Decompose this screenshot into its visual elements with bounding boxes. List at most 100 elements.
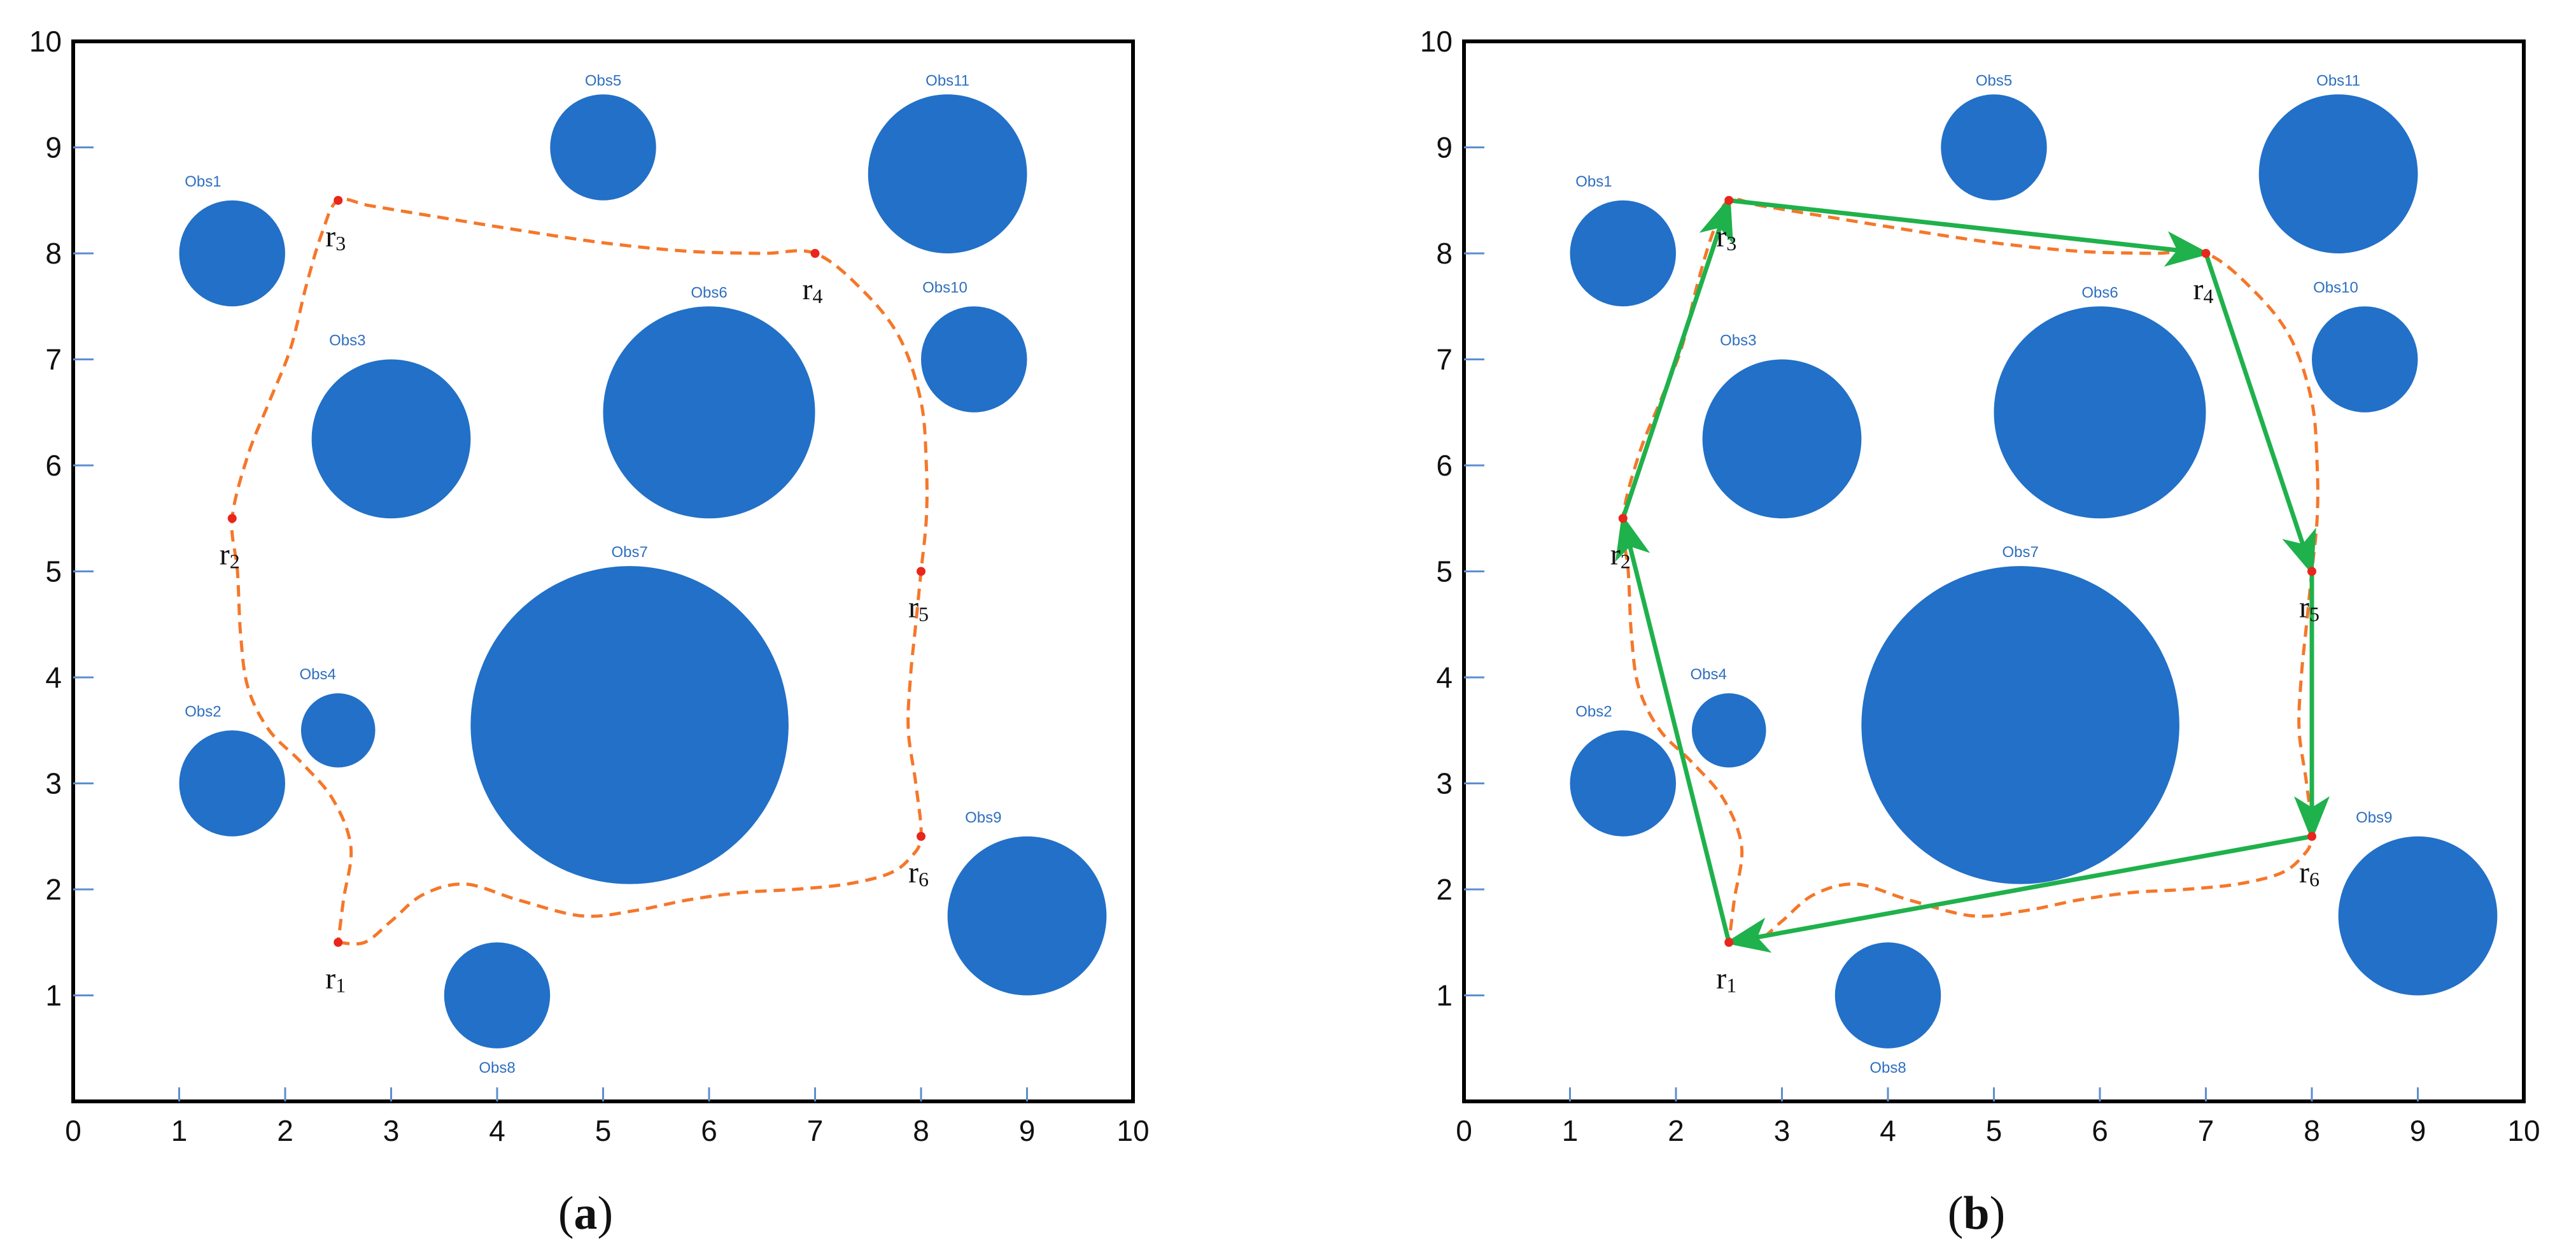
panel-a-waypoint-r6	[917, 831, 926, 841]
panel-b-y-tick-label: 1	[1436, 979, 1453, 1012]
panel-a-obstacle-obs2	[179, 730, 285, 837]
panel-b-obstacle-label: Obs9	[2356, 809, 2392, 826]
panel-b-smooth-path-line	[1621, 197, 2319, 946]
panel-a-y-tick-label: 1	[45, 979, 62, 1012]
panel-b-waypoint-r4	[2201, 249, 2211, 258]
panel-a-x-tick-label: 2	[277, 1114, 293, 1147]
panel-a-x-tick-label: 4	[489, 1114, 505, 1147]
panel-a-y-tick-label: 2	[45, 873, 62, 906]
panel-a-waypoint-r4	[810, 249, 820, 258]
panel-b-x-tick-label: 2	[1668, 1114, 1684, 1147]
panel-b-obstacle-label: Obs11	[2316, 72, 2360, 89]
panel-b-obstacle-label: Obs2	[1575, 703, 1612, 720]
panel-b-obstacle-obs4	[1691, 693, 1766, 768]
panel-b-obstacle-obs2	[1570, 730, 1676, 837]
panel-a: 0 1 2 3 4 5 6 7 8 9 10 1 2 3 4 5 6 7 8 9 10 Obs1 Obs2 Obs3 Obs4 O…	[29, 25, 1150, 1147]
panel-a-x-tick-label: 0	[65, 1114, 81, 1147]
panel-b-obstacle-label: Obs7	[2002, 544, 2038, 561]
panel-b-y-tick-label: 5	[1436, 555, 1453, 588]
panel-a-waypoint-r2	[227, 514, 237, 523]
panel-b-x-tick-label: 8	[2304, 1114, 2320, 1147]
panel-b-obstacle-label: Obs4	[1691, 666, 1727, 683]
panel-b-y-tick-label: 2	[1436, 873, 1453, 906]
panel-b-x-tick-label: 1	[1562, 1114, 1579, 1147]
panel-b-waypoint-r3	[1724, 195, 1734, 205]
panel-a-obstacle-label: Obs10	[922, 279, 968, 296]
panel-a-y-tick-label: 10	[29, 25, 62, 58]
panel-b-obstacle-obs6	[1994, 306, 2206, 519]
panel-a-x-tick-label: 5	[595, 1114, 612, 1147]
panel-a-y-tick-label: 8	[45, 237, 62, 270]
panel-b-x-tick-label: 3	[1774, 1114, 1791, 1147]
panel-a-smooth-path-line	[230, 197, 929, 946]
panel-b-y-tick-label: 4	[1436, 661, 1453, 694]
panel-a-obstacle-obs9	[947, 836, 1107, 996]
panel-a-waypoint-label: r3	[325, 220, 346, 255]
panel-b-obstacle-obs10	[2312, 306, 2418, 413]
panel-a-obstacle-obs8	[444, 942, 551, 1049]
panel-a-x-tick-label: 7	[807, 1114, 824, 1147]
panel-a-x-tick-label: 10	[1116, 1114, 1149, 1147]
panel-b-obstacle-obs8	[1834, 942, 1941, 1049]
panel-b: 0 1 2 3 4 5 6 7 8 9 10 1 2 3 4 5 6 7 8 9 10 Obs1 Obs2 Obs3 Obs4 O…	[1420, 25, 2540, 1147]
panel-b-route-arrow-r2-r3	[1621, 196, 1733, 519]
panel-a-obstacle-obs7	[470, 566, 789, 884]
panel-a-waypoint-r5	[917, 567, 926, 576]
panel-b-caption: (b)	[1948, 1187, 2005, 1240]
panel-a-obstacle-label: Obs2	[185, 703, 221, 720]
panel-a-obstacle-obs6	[603, 306, 815, 519]
panel-a-obstacle-obs4	[300, 693, 376, 768]
panel-b-x-tick-label: 10	[2507, 1114, 2540, 1147]
panel-b-waypoint-label: r5	[2299, 591, 2319, 626]
panel-a-obstacle-label: Obs6	[691, 284, 727, 301]
panel-b-x-tick-label: 5	[1986, 1114, 2002, 1147]
panel-a-x-tick-label: 8	[913, 1114, 929, 1147]
panel-b-waypoint-label: r1	[1716, 961, 1736, 996]
panel-b-waypoint-label: r6	[2299, 856, 2319, 891]
panel-b-x-tick-label: 9	[2410, 1114, 2426, 1147]
panel-b-y-tick-label: 9	[1436, 131, 1453, 164]
panel-b-route-arrow-r6-r1	[1724, 834, 2312, 953]
panel-a-caption: (a)	[558, 1187, 613, 1240]
panel-b-obstacle-label: Obs10	[2313, 279, 2358, 296]
panel-b-obstacle-obs1	[1570, 200, 1676, 307]
panel-a-waypoint-label: r4	[803, 272, 823, 307]
panel-a-obstacle-obs11	[868, 94, 1027, 253]
panel-a-obstacle-label: Obs4	[300, 666, 336, 683]
panel-a-x-tick-label: 1	[171, 1114, 188, 1147]
panel-a-obstacle-label: Obs11	[926, 72, 969, 89]
panel-b-y-tick-label: 7	[1436, 343, 1453, 376]
panel-b-waypoint-r1	[1724, 938, 1734, 947]
panel-b-obstacle-obs9	[2338, 836, 2498, 996]
panel-a-obstacle-obs1	[179, 200, 285, 307]
panel-a-waypoint-r1	[334, 938, 343, 947]
panel-a-obstacle-label: Obs8	[479, 1059, 515, 1077]
panel-a-y-tick-label: 7	[45, 343, 62, 376]
panel-b-waypoint-label: r3	[1716, 220, 1736, 255]
panel-b-obstacle-label: Obs6	[2081, 284, 2118, 301]
panel-b-x-tick-label: 0	[1456, 1114, 1472, 1147]
panel-b-caption-letter: b	[1963, 1187, 1989, 1240]
panel-b-waypoint-r5	[2307, 567, 2316, 576]
panel-b-y-tick-label: 10	[1420, 25, 1453, 58]
panel-a-waypoint-label: r2	[220, 537, 240, 572]
panel-b-x-tick-label: 6	[2092, 1114, 2108, 1147]
panel-a-waypoint-label: r6	[908, 856, 929, 891]
panel-a-y-tick-label: 4	[45, 661, 62, 694]
panel-a-x-tick-label: 9	[1019, 1114, 1036, 1147]
panel-a-waypoint-label: r5	[908, 591, 929, 626]
panel-b-obstacle-label: Obs8	[1869, 1059, 1906, 1077]
panel-a-y-tick-label: 9	[45, 131, 62, 164]
panel-b-route-arrow-r4-r5	[2204, 252, 2316, 576]
panel-a-y-tick-label: 6	[45, 449, 62, 482]
panel-b-obstacle-obs5	[1941, 94, 2047, 201]
panel-a-y-tick-label: 3	[45, 767, 62, 800]
panel-a-obstacle-label: Obs5	[585, 72, 621, 89]
panel-a-waypoint-r3	[334, 195, 343, 205]
panel-b-y-tick-label: 3	[1436, 767, 1453, 800]
panel-b-x-tick-label: 7	[2198, 1114, 2214, 1147]
panel-a-obstacle-label: Obs9	[965, 809, 1001, 826]
panel-b-obstacle-label: Obs1	[1575, 173, 1612, 190]
panel-b-y-tick-label: 6	[1436, 449, 1453, 482]
